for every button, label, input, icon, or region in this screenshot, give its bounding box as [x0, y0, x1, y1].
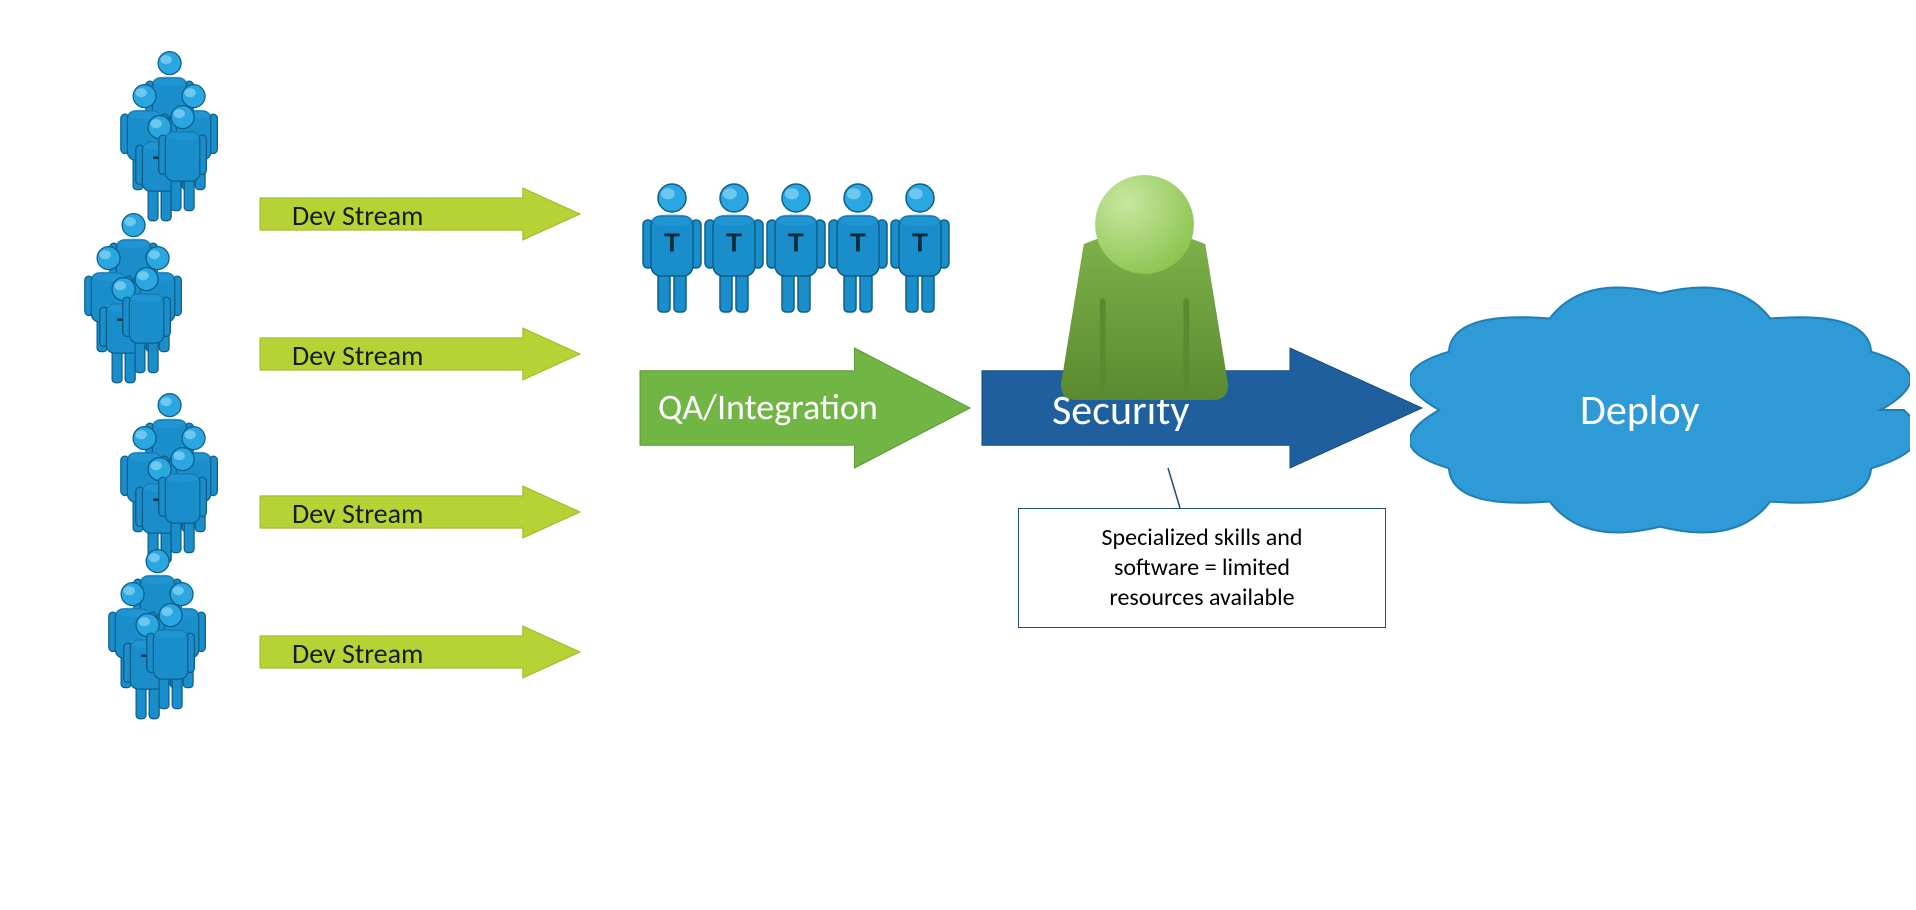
svg-text:T: T	[788, 228, 804, 258]
svg-text:T: T	[664, 228, 680, 258]
dev-stream-label: Dev Stream	[292, 496, 423, 531]
svg-text:T: T	[726, 228, 742, 258]
qa-person-icon: T	[890, 182, 950, 327]
deploy-label: Deploy	[1580, 385, 1699, 436]
qa-person-icon: T	[828, 182, 888, 327]
callout-line: software = limited	[1037, 553, 1367, 583]
callout-line: resources available	[1037, 583, 1367, 613]
qa-integration-label: QA/Integration	[658, 385, 878, 429]
diagram-stage: Dev Stream Dev Stream Dev Stream Dev Str…	[0, 0, 1916, 910]
qa-person-icon: T	[642, 182, 702, 327]
dev-stream-label: Dev Stream	[292, 338, 423, 373]
dev-person-icon	[158, 104, 207, 224]
security-person-icon	[1040, 175, 1249, 427]
dev-person-icon	[122, 266, 171, 386]
callout-line: Specialized skills and	[1037, 523, 1367, 553]
svg-text:T: T	[850, 228, 866, 258]
svg-text:T: T	[912, 228, 928, 258]
dev-stream-label: Dev Stream	[292, 198, 423, 233]
callout-box: Specialized skills andsoftware = limited…	[1018, 508, 1386, 628]
dev-person-icon	[146, 602, 195, 722]
dev-stream-label: Dev Stream	[292, 636, 423, 671]
qa-person-icon: T	[766, 182, 826, 327]
qa-person-icon: T	[704, 182, 764, 327]
